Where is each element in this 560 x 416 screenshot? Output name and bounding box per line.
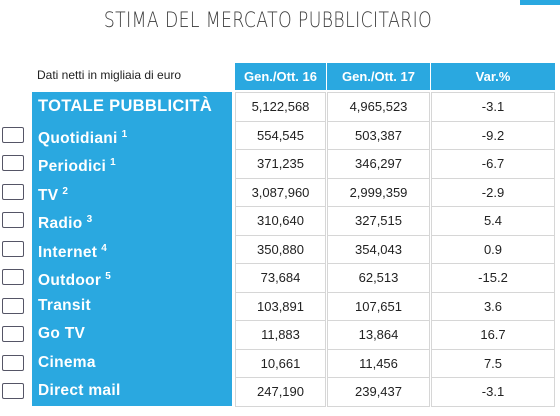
row-label-text: Internet [38, 243, 98, 261]
row-label-text: Go TV [38, 325, 86, 342]
row-label-text: Periodici [38, 158, 107, 176]
row-icon [2, 183, 24, 200]
row-label: Radio 3 [32, 206, 232, 235]
row-icon [2, 126, 24, 143]
column-header: Var.% [431, 63, 555, 90]
row-icon [2, 326, 24, 342]
row-label-text: Direct mail [38, 382, 121, 399]
cell-value: 11,456 [327, 348, 430, 378]
cell-value: 354,043 [327, 234, 430, 264]
cell-value: 239,437 [327, 377, 430, 407]
row-label: Direct mail [32, 377, 232, 406]
cell-value: 7.5 [431, 348, 555, 378]
cell-value: -3.1 [431, 92, 555, 122]
cell-value: 103,891 [235, 291, 326, 321]
cell-value: -6.7 [431, 149, 555, 179]
footnote-mark: 2 [62, 185, 69, 197]
cell-value: 327,515 [327, 206, 430, 236]
cell-value: 62,513 [327, 263, 430, 293]
row-label-text: Cinema [38, 353, 96, 371]
row-label-text: Transit [38, 296, 91, 314]
cell-value: 5.4 [431, 206, 555, 236]
footnote-mark: 1 [110, 157, 117, 168]
footnote-mark: 4 [101, 242, 108, 254]
cell-value: 503,387 [327, 120, 430, 150]
cell-value: 10,661 [235, 348, 326, 378]
column-header: Gen./Ott. 17 [327, 63, 430, 90]
cell-value: 554,545 [235, 120, 326, 150]
row-label: Cinema [32, 348, 232, 378]
column-header: Gen./Ott. 16 [235, 63, 326, 90]
cell-value: 4,965,523 [327, 92, 430, 122]
row-label: Transit [32, 291, 232, 321]
row-icon [2, 297, 24, 314]
cell-value: 16.7 [431, 320, 555, 350]
cell-value: 3,087,960 [235, 177, 326, 207]
row-label: TOTALE PUBBLICITÀ [32, 92, 232, 121]
cell-value: -15.2 [431, 263, 555, 293]
row-label-text: Outdoor [38, 272, 102, 290]
cell-value: 371,235 [235, 149, 326, 179]
footnote-mark: 1 [121, 128, 128, 140]
row-label-text: Quotidiani [38, 129, 118, 147]
cell-value: 107,651 [327, 291, 430, 321]
caption: Dati netti in migliaia di euro [37, 68, 182, 82]
cell-value: 5,122,568 [235, 92, 326, 122]
cell-value: -3.1 [431, 377, 555, 407]
cell-value: 3.6 [431, 291, 555, 321]
row-label: TV 2 [32, 177, 232, 207]
row-icon [2, 383, 24, 399]
footnote-mark: 3 [86, 214, 93, 225]
corner-decoration [520, 0, 560, 5]
cell-value: 350,880 [235, 234, 326, 264]
cell-value: -2.9 [431, 177, 555, 207]
cell-value: 247,190 [235, 377, 326, 407]
row-label: Quotidiani 1 [32, 120, 232, 150]
row-label: Internet 4 [32, 234, 232, 264]
cell-value: 2,999,359 [327, 177, 430, 207]
cell-value: 0.9 [431, 234, 555, 264]
cell-value: 346,297 [327, 149, 430, 179]
footnote-mark: 5 [105, 271, 112, 282]
row-label-text: TOTALE PUBBLICITÀ [38, 97, 213, 115]
row-label: Go TV [32, 320, 232, 349]
row-icon [2, 240, 24, 257]
row-icon [2, 212, 24, 228]
row-icon [2, 155, 24, 171]
row-icon [2, 354, 24, 371]
cell-value: 310,640 [235, 206, 326, 236]
title: STIMA DEL MERCATO PUBBLICITARIO [103, 8, 433, 32]
cell-value: 11,883 [235, 320, 326, 350]
row-label: Periodici 1 [32, 149, 232, 178]
row-label-text: TV [38, 186, 59, 204]
row-label: Outdoor 5 [32, 263, 232, 292]
row-icon [2, 269, 24, 285]
cell-value: 13,864 [327, 320, 430, 350]
cell-value: 73,684 [235, 263, 326, 293]
row-label-text: Radio [38, 215, 83, 233]
cell-value: -9.2 [431, 120, 555, 150]
